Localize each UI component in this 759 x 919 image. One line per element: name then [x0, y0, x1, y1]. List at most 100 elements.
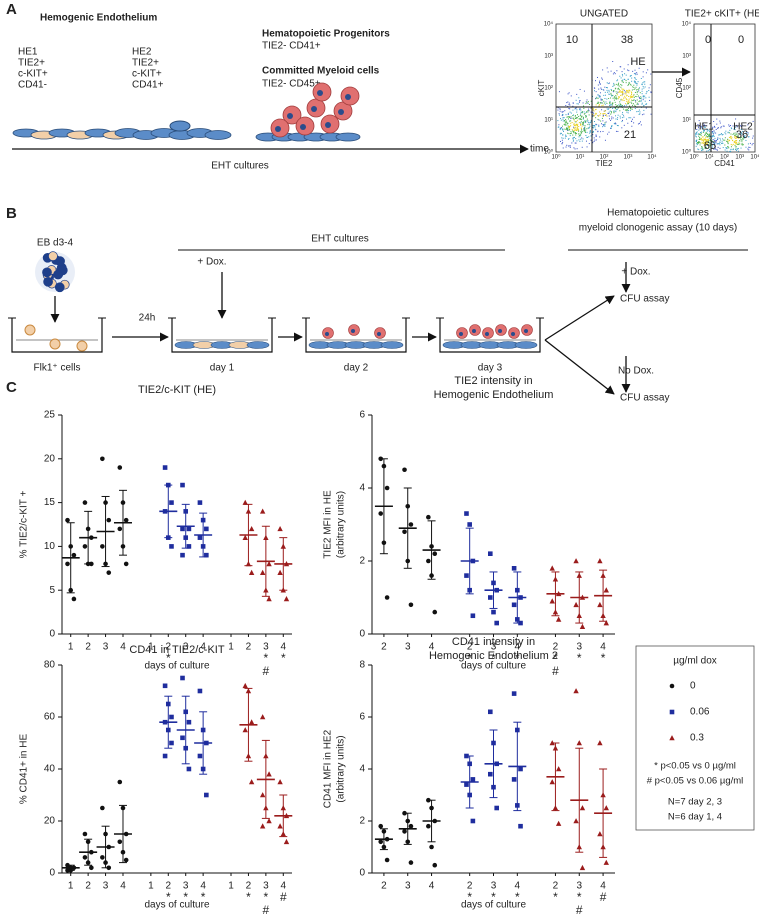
- event-dot: [621, 81, 623, 83]
- y-tick-label: 20: [44, 453, 56, 464]
- event-dot: [631, 89, 633, 91]
- event-dot: [595, 98, 597, 100]
- event-dot: [560, 118, 562, 120]
- event-dot: [650, 92, 652, 94]
- event-dot: [702, 149, 704, 151]
- event-dot: [703, 144, 705, 146]
- event-dot: [738, 141, 740, 143]
- event-dot: [611, 95, 613, 97]
- event-dot: [610, 119, 612, 121]
- event-dot: [616, 94, 618, 96]
- event-dot: [633, 88, 635, 90]
- event-dot: [648, 96, 650, 98]
- event-dot: [707, 141, 709, 143]
- event-dot: [627, 108, 629, 110]
- event-dot: [742, 144, 744, 146]
- data-point: [488, 771, 493, 777]
- event-dot: [579, 100, 581, 102]
- event-dot: [585, 134, 587, 136]
- nucleus: [287, 113, 293, 119]
- event-dot: [559, 108, 561, 110]
- event-dot: [602, 115, 604, 117]
- event-dot: [709, 148, 711, 150]
- event-dot: [561, 115, 563, 117]
- event-dot: [585, 120, 587, 122]
- event-dot: [589, 130, 591, 132]
- event-dot: [603, 94, 605, 96]
- event-dot: [558, 113, 560, 115]
- event-dot: [585, 103, 587, 105]
- event-dot: [747, 132, 749, 134]
- event-dot: [588, 114, 590, 116]
- event-dot: [727, 142, 729, 144]
- event-dot: [632, 103, 634, 105]
- nucleus: [311, 106, 317, 112]
- event-dot: [607, 91, 609, 93]
- event-dot: [639, 92, 641, 94]
- data-point: [426, 514, 431, 520]
- event-dot: [595, 129, 597, 131]
- y-tick-label: 60: [44, 712, 56, 723]
- culture-well: [11, 318, 103, 353]
- event-dot: [586, 136, 588, 138]
- heading: Hematopoietic cultures: [607, 208, 709, 219]
- event-dot: [615, 104, 617, 106]
- event-dot: [632, 70, 634, 72]
- event-dot: [744, 135, 746, 137]
- eb-cell: [48, 251, 58, 261]
- event-dot: [613, 112, 615, 114]
- event-dot: [563, 117, 565, 119]
- event-dot: [638, 88, 640, 90]
- event-dot: [644, 81, 646, 83]
- event-dot: [605, 114, 607, 116]
- cell-label: CD41+: [132, 80, 164, 91]
- x-tick-label: 4: [600, 642, 606, 653]
- data-point: [597, 601, 603, 608]
- event-dot: [643, 113, 645, 115]
- event-dot: [573, 118, 575, 120]
- label: day 3: [478, 363, 503, 374]
- event-dot: [713, 132, 715, 134]
- data-point: [488, 709, 493, 715]
- event-dot: [602, 126, 604, 128]
- event-dot: [700, 138, 702, 140]
- cell-label: TIE2- CD45+: [262, 79, 321, 90]
- event-dot: [569, 111, 571, 113]
- event-dot: [601, 77, 603, 79]
- event-dot: [579, 122, 581, 124]
- event-dot: [565, 104, 567, 106]
- event-dot: [583, 105, 585, 107]
- event-dot: [581, 129, 583, 131]
- event-dot: [583, 126, 585, 128]
- data-point: [579, 864, 586, 871]
- event-dot: [723, 125, 725, 127]
- data-point: [597, 740, 603, 746]
- event-dot: [578, 134, 580, 136]
- event-dot: [734, 137, 736, 139]
- event-dot: [598, 96, 600, 98]
- data-point: [186, 544, 192, 549]
- event-dot: [587, 124, 589, 126]
- event-dot: [736, 126, 738, 128]
- event-dot: [586, 118, 588, 120]
- event-dot: [594, 126, 596, 128]
- event-dot: [706, 140, 708, 142]
- event-dot: [613, 96, 615, 98]
- event-dot: [582, 124, 584, 126]
- event-dot: [599, 114, 601, 116]
- event-dot: [603, 125, 605, 127]
- event-dot: [636, 111, 638, 113]
- event-dot: [621, 119, 623, 121]
- event-dot: [629, 107, 631, 109]
- nucleus: [338, 109, 344, 115]
- event-dot: [582, 102, 584, 104]
- event-dot: [606, 98, 608, 100]
- event-dot: [626, 100, 628, 102]
- event-dot: [562, 117, 564, 119]
- event-dot: [599, 92, 601, 94]
- event-dot: [558, 91, 560, 93]
- event-dot: [702, 125, 704, 127]
- event-dot: [703, 130, 705, 132]
- event-dot: [727, 139, 729, 141]
- event-dot: [713, 130, 715, 132]
